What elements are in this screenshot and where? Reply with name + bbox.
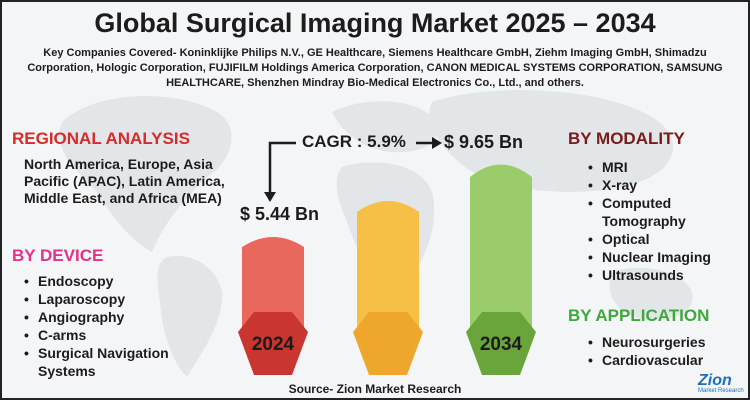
list-item: X-ray [586, 176, 736, 194]
year-2024-label: 2024 [251, 334, 295, 355]
logo-name: Zion [698, 372, 732, 389]
zion-logo: Zion Market Research [698, 372, 744, 395]
list-item: Ultrasounds [586, 266, 736, 284]
device-list: Endoscopy Laparoscopy Angiography C-arms… [22, 272, 222, 380]
list-item: Nuclear Imaging [586, 248, 736, 266]
value-2034: $ 9.65 Bn [444, 132, 524, 152]
column-2024 [242, 237, 304, 332]
by-modality-heading: BY MODALITY [568, 129, 685, 148]
list-item: Laparoscopy [22, 290, 222, 308]
list-item: Surgical Navigation Systems [22, 344, 198, 380]
modality-list: MRI X-ray Computed Tomography Optical Nu… [586, 158, 736, 284]
by-application-heading: BY APPLICATION [568, 306, 710, 325]
hexagon-2034 [466, 312, 536, 375]
cagr-label: CAGR : 5.9% [302, 132, 406, 151]
year-2034-label: 2034 [479, 334, 523, 355]
arrow-head-down-icon [264, 192, 276, 202]
list-item: Neurosurgeries [586, 333, 736, 351]
key-companies-text: Key Companies Covered- Koninklijke Phili… [27, 47, 723, 89]
page-title: Global Surgical Imaging Market 2025 – 20… [94, 8, 656, 38]
list-item: Computed Tomography [586, 194, 712, 230]
application-list: Neurosurgeries Cardiovascular [586, 333, 736, 369]
regional-analysis-text: North America, Europe, Asia Pacific (APA… [24, 156, 225, 206]
cagr-down-arrow [268, 141, 296, 194]
column-2034 [470, 164, 532, 332]
arrow-head-right-icon [432, 137, 442, 149]
regional-analysis-heading: REGIONAL ANALYSIS [12, 129, 190, 148]
list-item: MRI [586, 158, 736, 176]
list-item: Angiography [22, 308, 222, 326]
list-item: Cardiovascular [586, 351, 736, 369]
list-item: C-arms [22, 326, 222, 344]
list-item: Optical [586, 230, 736, 248]
value-2024: $ 5.44 Bn [240, 204, 320, 224]
logo-tagline: Market Research [698, 388, 744, 394]
by-device-heading: BY DEVICE [12, 246, 104, 265]
source-text: Source- Zion Market Research [288, 382, 462, 396]
list-item: Endoscopy [22, 272, 222, 290]
hexagon-middle [353, 312, 423, 375]
hexagon-2024 [238, 312, 308, 375]
column-middle [357, 201, 419, 332]
